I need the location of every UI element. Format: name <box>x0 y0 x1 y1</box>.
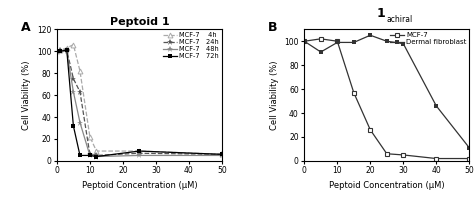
MCF-7   48h <box>71 90 76 93</box>
MCF-7   48h <box>57 50 63 52</box>
MCF-7   24h <box>54 50 60 52</box>
MCF-7    4h <box>87 136 93 138</box>
MCF-7   24h <box>87 153 93 155</box>
MCF-7    4h <box>219 153 225 155</box>
MCF-7    4h <box>57 49 63 51</box>
X-axis label: Peptoid Concentration (μM): Peptoid Concentration (μM) <box>329 181 445 190</box>
MCF-7   48h <box>137 154 142 157</box>
Y-axis label: Cell Viability (%): Cell Viability (%) <box>22 60 31 130</box>
MCF-7 <box>318 38 324 40</box>
Title: Peptoid 1: Peptoid 1 <box>109 17 169 27</box>
Dermal fibroblast <box>367 34 373 37</box>
MCF-7   48h <box>94 155 100 158</box>
MCF-7 <box>335 40 340 42</box>
Legend: MCF-7    4h, MCF-7   24h, MCF-7   48h, MCF-7   72h: MCF-7 4h, MCF-7 24h, MCF-7 48h, MCF-7 72… <box>162 31 220 60</box>
Dermal fibroblast <box>384 40 390 42</box>
Dermal fibroblast <box>466 147 472 149</box>
Line: MCF-7   24h: MCF-7 24h <box>54 47 225 159</box>
MCF-7 <box>384 153 390 155</box>
Legend: MCF-7, Dermal fibroblast: MCF-7, Dermal fibroblast <box>390 31 467 46</box>
Y-axis label: Cell Viability (%): Cell Viability (%) <box>270 60 279 130</box>
MCF-7   48h <box>87 154 93 157</box>
Line: MCF-7: MCF-7 <box>302 36 472 161</box>
MCF-7   24h <box>219 153 225 155</box>
Text: B: B <box>268 21 277 34</box>
X-axis label: Peptoid Concentration (μM): Peptoid Concentration (μM) <box>82 181 197 190</box>
MCF-7   72h <box>137 150 142 152</box>
Dermal fibroblast <box>433 105 439 107</box>
MCF-7   24h <box>77 90 83 93</box>
MCF-7   24h <box>137 152 142 154</box>
MCF-7   72h <box>57 50 63 52</box>
MCF-7   72h <box>94 155 100 158</box>
MCF-7   24h <box>57 49 63 51</box>
MCF-7    4h <box>64 47 70 49</box>
MCF-7   72h <box>87 154 93 157</box>
MCF-7   48h <box>54 50 60 52</box>
MCF-7 <box>433 157 439 160</box>
Dermal fibroblast <box>401 42 406 45</box>
Text: A: A <box>20 21 30 34</box>
MCF-7   24h <box>71 77 76 80</box>
Line: MCF-7    4h: MCF-7 4h <box>55 42 224 157</box>
Text: 1: 1 <box>377 7 386 20</box>
MCF-7   48h <box>77 121 83 124</box>
MCF-7 <box>301 40 307 42</box>
Dermal fibroblast <box>301 40 307 42</box>
MCF-7   72h <box>64 49 70 51</box>
MCF-7   24h <box>94 154 100 157</box>
Dermal fibroblast <box>318 51 324 53</box>
MCF-7 <box>351 92 356 94</box>
MCF-7 <box>401 154 406 156</box>
Dermal fibroblast <box>351 41 356 44</box>
MCF-7   24h <box>64 49 70 51</box>
MCF-7 <box>466 157 472 160</box>
MCF-7    4h <box>137 150 142 152</box>
MCF-7   72h <box>71 125 76 127</box>
Line: Dermal fibroblast: Dermal fibroblast <box>302 33 472 150</box>
MCF-7    4h <box>94 150 100 152</box>
MCF-7   72h <box>77 154 83 157</box>
Dermal fibroblast <box>335 41 340 44</box>
MCF-7   48h <box>219 154 225 157</box>
Line: MCF-7   48h: MCF-7 48h <box>54 48 225 160</box>
Line: MCF-7   72h: MCF-7 72h <box>55 48 224 159</box>
MCF-7   72h <box>54 50 60 52</box>
MCF-7   48h <box>64 50 70 52</box>
MCF-7    4h <box>54 50 60 52</box>
MCF-7   72h <box>219 153 225 155</box>
MCF-7    4h <box>77 70 83 72</box>
MCF-7    4h <box>71 43 76 46</box>
Text: achiral: achiral <box>387 15 413 24</box>
MCF-7 <box>367 129 373 131</box>
